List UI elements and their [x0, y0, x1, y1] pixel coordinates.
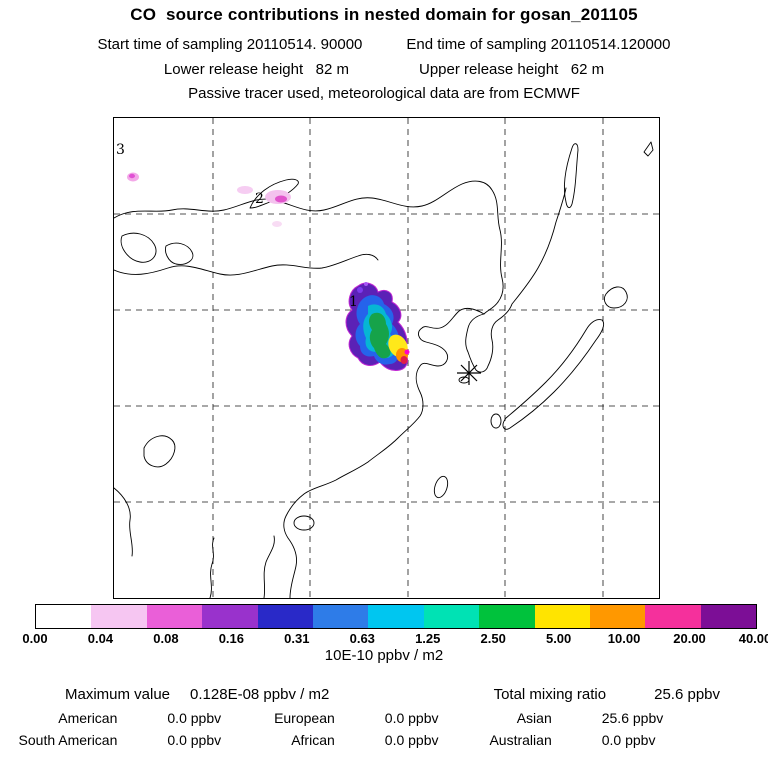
contribution-name: African — [291, 732, 335, 748]
colorbar — [35, 604, 757, 629]
upper-release-text: Upper release height 62 m — [419, 61, 605, 78]
contribution-african: African 0.0 ppbv — [250, 731, 450, 749]
colorbar-level-label: 5.00 — [545, 631, 572, 646]
tracer-note-row: Passive tracer used, meteorological data… — [0, 85, 768, 102]
total-mixing-ratio-label: Total mixing ratio — [493, 686, 607, 703]
contribution-name: Asian — [516, 710, 552, 726]
release-height-row: Lower release height 82 m Upper release … — [0, 61, 768, 78]
colorbar-cell — [36, 605, 92, 628]
colorbar-level-label: 0.08 — [153, 631, 179, 646]
colorbar-cell — [423, 605, 480, 628]
contribution-name: Australian — [489, 732, 552, 748]
distant-patches — [127, 172, 291, 227]
contribution-value: 25.6 ppbv — [601, 710, 664, 726]
contribution-american: American 0.0 ppbv — [10, 709, 250, 727]
contribution-asian: Asian 25.6 ppbv — [450, 709, 680, 727]
colorbar-level-label: 0.00 — [22, 631, 48, 646]
contribution-name: European — [274, 710, 335, 726]
sampling-end-text: End time of sampling 20110514.120000 — [406, 36, 671, 53]
concentration-plume — [345, 282, 410, 371]
source-label-3: 3 — [116, 142, 125, 158]
contribution-south-american: South American 0.0 ppbv — [10, 731, 250, 749]
maximum-value-stat: Maximum value 0.128E-08 ppbv / m2 — [65, 686, 329, 703]
colorbar-level-label: 40.00 — [738, 631, 768, 646]
map-frame: 1 2 3 — [113, 117, 660, 599]
contribution-name: American — [58, 710, 118, 726]
contribution-value: 0.0 ppbv — [167, 710, 222, 726]
colorbar-level-label: 20.00 — [673, 631, 706, 646]
colorbar-cell — [91, 605, 147, 628]
contribution-value: 0.0 ppbv — [384, 710, 439, 726]
colorbar-cell — [589, 605, 646, 628]
colorbar-cell — [700, 605, 757, 628]
colorbar-cell — [479, 605, 535, 628]
colorbar-units: 10E-10 ppbv / m2 — [324, 647, 444, 664]
colorbar-cell — [645, 605, 701, 628]
grid-lines — [114, 118, 659, 598]
colorbar-cell — [202, 605, 258, 628]
colorbar-level-label: 0.16 — [218, 631, 245, 646]
maximum-value-text: 0.128E-08 ppbv / m2 — [190, 686, 330, 703]
colorbar-level-label: 10.00 — [607, 631, 641, 646]
colorbar-cell — [146, 605, 203, 628]
contribution-value: 0.0 ppbv — [167, 732, 222, 748]
tracer-note-text: Passive tracer used, meteorological data… — [188, 85, 580, 102]
contribution-value: 0.0 ppbv — [384, 732, 439, 748]
contributions-table: American 0.0 ppbv European 0.0 ppbv Asia… — [10, 709, 758, 749]
sampling-time-row: Start time of sampling 20110514. 90000 E… — [0, 36, 768, 53]
lower-release-text: Lower release height 82 m — [163, 61, 349, 78]
source-label-2: 2 — [255, 191, 264, 207]
colorbar-cell — [257, 605, 313, 628]
receptor-star-marker — [457, 361, 481, 385]
source-region-labels: 1 2 3 — [116, 142, 358, 310]
colorbar-level-label: 2.50 — [480, 631, 506, 646]
page-title: CO source contributions in nested domain… — [130, 5, 638, 24]
source-label-1: 1 — [349, 294, 358, 310]
stats-line: Maximum value 0.128E-08 ppbv / m2 Total … — [65, 686, 720, 703]
contribution-name: South American — [18, 732, 118, 748]
colorbar-cell — [534, 605, 590, 628]
sampling-start-text: Start time of sampling 20110514. 90000 — [97, 36, 363, 53]
map-svg: 1 2 3 — [114, 118, 659, 598]
colorbar-level-label: 0.31 — [284, 631, 310, 646]
colorbar-level-label: 1.25 — [415, 631, 441, 646]
colorbar-level-label: 0.04 — [87, 631, 114, 646]
colorbar-cell — [312, 605, 369, 628]
colorbar-cell — [368, 605, 424, 628]
coastlines — [114, 141, 654, 598]
colorbar-level-label: 0.63 — [349, 631, 375, 646]
contribution-european: European 0.0 ppbv — [250, 709, 450, 727]
maximum-value-label: Maximum value — [65, 686, 171, 703]
contribution-australian: Australian 0.0 ppbv — [450, 731, 680, 749]
total-mixing-ratio-stat: Total mixing ratio 25.6 ppbv — [494, 686, 720, 703]
colorbar-labels: 0.00 0.04 0.08 0.16 0.31 0.63 1.25 2.50 5.00 10.0… — [22, 631, 768, 647]
total-mixing-ratio-text: 25.6 ppbv — [654, 686, 720, 703]
contribution-value: 0.0 ppbv — [601, 732, 656, 748]
